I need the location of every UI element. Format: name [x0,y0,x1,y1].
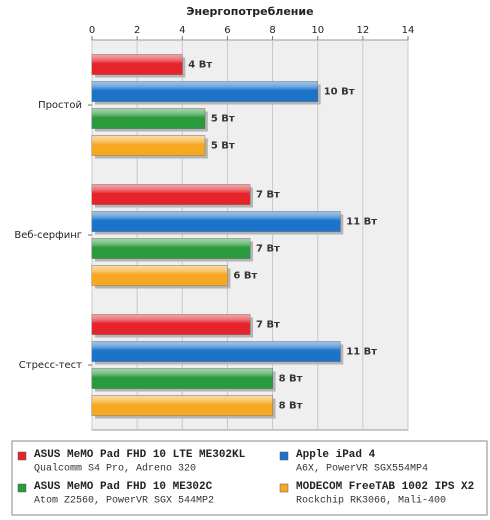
y-tick-label: Стресс-тест [19,360,82,371]
legend-description: Atom Z2560, PowerVR SGX 544MP2 [34,496,214,507]
bar-shine [92,81,318,102]
value-label: 11 Вт [346,217,377,228]
value-label: 6 Вт [233,271,257,282]
bar-shine [92,368,273,389]
bar-shine [92,54,183,75]
legend-description: Qualcomm S4 Pro, Adreno 320 [34,463,196,475]
legend-label: MODECOM FreeTAB 1002 IPS X2 [296,481,474,493]
bar-shine [92,395,273,416]
x-tick-label: 14 [402,25,415,36]
legend-description: Rockchip RK3066, Mali-400 [296,495,446,507]
legend-swatch [279,483,289,493]
value-label: 11 Вт [346,347,377,358]
value-label: 4 Вт [188,60,212,71]
legend-description: A6X, PowerVR SGX554MP4 [296,464,428,475]
x-tick-label: 0 [89,25,95,36]
legend-swatch [279,451,289,461]
legend-swatch [17,483,27,493]
value-label: 7 Вт [256,190,280,201]
bar-shine [92,108,205,129]
y-tick-label: Веб-серфинг [14,230,82,241]
value-label: 8 Вт [279,401,303,412]
chart-title: Энергопотребление [186,5,313,18]
value-label: 5 Вт [211,141,235,152]
x-tick-label: 6 [224,25,230,36]
bar-shine [92,314,250,335]
legend-label: ASUS MeMO Pad FHD 10 LTE ME302KL [34,449,246,461]
x-tick-label: 4 [179,25,185,36]
legend-label: ASUS MeMO Pad FHD 10 ME302C [34,481,213,493]
value-label: 7 Вт [256,320,280,331]
legend-box [11,440,488,516]
x-tick-label: 10 [311,25,324,36]
legend-swatch [17,451,27,461]
bar-shine [92,238,250,259]
plot-area [91,39,409,431]
y-tick-label: Простой [38,100,82,111]
value-label: 5 Вт [211,114,235,125]
value-label: 8 Вт [279,374,303,385]
bar-shine [92,265,228,286]
value-label: 10 Вт [324,87,355,98]
bar-shine [92,341,341,362]
bar-shine [92,211,341,232]
bar-shine [92,135,205,156]
x-tick-label: 12 [356,25,369,36]
x-tick-label: 8 [269,25,275,36]
bar-shine [92,184,250,205]
value-label: 7 Вт [256,244,280,255]
legend-label: Apple iPad 4 [296,449,376,461]
x-tick-label: 2 [134,25,140,36]
